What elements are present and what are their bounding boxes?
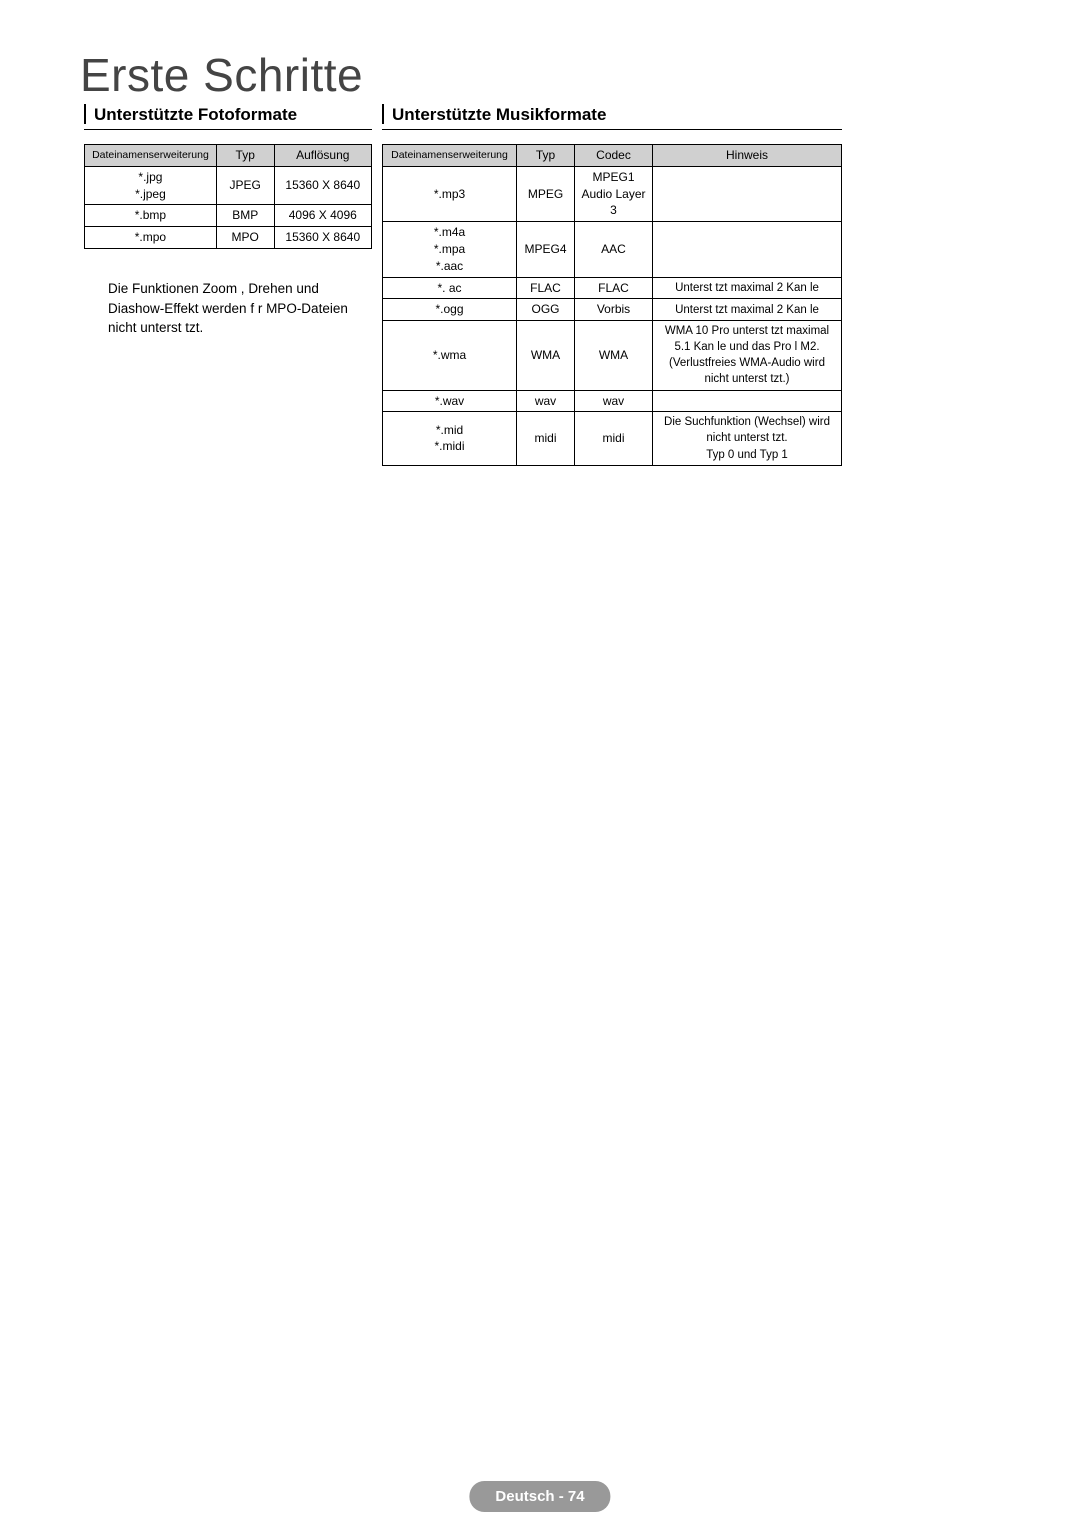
cell-note: WMA 10 Pro unterst tzt maximal 5.1 Kan l… bbox=[653, 321, 842, 390]
footer-badge: Deutsch - 74 bbox=[469, 1481, 610, 1512]
footer-lang: Deutsch bbox=[495, 1488, 554, 1505]
cell-codec: FLAC bbox=[575, 277, 653, 299]
title-bar-icon bbox=[84, 104, 86, 124]
photo-subtitle: Unterstützte Fotoformate bbox=[84, 105, 372, 130]
footer-page: 74 bbox=[568, 1488, 585, 1505]
cell-note: Die Suchfunktion (Wechsel) wird nicht un… bbox=[653, 412, 842, 465]
cell-res: 4096 X 4096 bbox=[274, 205, 371, 227]
cell-codec: AAC bbox=[575, 222, 653, 277]
photo-section: Unterstützte Fotoformate Dateinamenserwe… bbox=[84, 105, 372, 338]
table-row: *.bmp BMP 4096 X 4096 bbox=[85, 205, 372, 227]
music-subtitle-text: Unterstützte Musikformate bbox=[392, 105, 606, 124]
page-title: Erste Schritte bbox=[80, 48, 363, 102]
cell-type: MPEG bbox=[517, 166, 575, 221]
cell-type: midi bbox=[517, 412, 575, 465]
cell-note bbox=[653, 390, 842, 412]
table-row: *.mid *.midi midi midi Die Suchfunktion … bbox=[383, 412, 842, 465]
music-header-codec: Codec bbox=[575, 145, 653, 167]
cell-note: Unterst tzt maximal 2 Kan le bbox=[653, 277, 842, 299]
music-subtitle: Unterstützte Musikformate bbox=[382, 105, 842, 130]
music-section: Unterstützte Musikformate Dateinamenserw… bbox=[382, 105, 842, 466]
table-row: *.mpo MPO 15360 X 8640 bbox=[85, 227, 372, 249]
photo-table: Dateinamenserweiterung Typ Auflösung *.j… bbox=[84, 144, 372, 249]
title-bar-icon bbox=[382, 104, 384, 124]
cell-ext: *.mid *.midi bbox=[383, 412, 517, 465]
cell-res: 15360 X 8640 bbox=[274, 227, 371, 249]
cell-ext: *.ogg bbox=[383, 299, 517, 321]
table-row: *.m4a *.mpa *.aac MPEG4 AAC bbox=[383, 222, 842, 277]
table-row: *. ac FLAC FLAC Unterst tzt maximal 2 Ka… bbox=[383, 277, 842, 299]
cell-type: FLAC bbox=[517, 277, 575, 299]
cell-codec: wav bbox=[575, 390, 653, 412]
table-row: *.mp3 MPEG MPEG1 Audio Layer 3 bbox=[383, 166, 842, 221]
table-row: *.wma WMA WMA WMA 10 Pro unterst tzt max… bbox=[383, 321, 842, 390]
cell-type: JPEG bbox=[216, 166, 274, 205]
cell-res: 15360 X 8640 bbox=[274, 166, 371, 205]
music-table: Dateinamenserweiterung Typ Codec Hinweis… bbox=[382, 144, 842, 466]
cell-type: MPEG4 bbox=[517, 222, 575, 277]
cell-ext: *.mpo bbox=[85, 227, 217, 249]
table-row: *.ogg OGG Vorbis Unterst tzt maximal 2 K… bbox=[383, 299, 842, 321]
table-row: *.jpg *.jpeg JPEG 15360 X 8640 bbox=[85, 166, 372, 205]
music-header-type: Typ bbox=[517, 145, 575, 167]
cell-codec: WMA bbox=[575, 321, 653, 390]
cell-type: wav bbox=[517, 390, 575, 412]
cell-codec: midi bbox=[575, 412, 653, 465]
music-header-note: Hinweis bbox=[653, 145, 842, 167]
table-row: *.wav wav wav bbox=[383, 390, 842, 412]
cell-ext: *.mp3 bbox=[383, 166, 517, 221]
cell-ext: *.bmp bbox=[85, 205, 217, 227]
photo-header-ext: Dateinamenserweiterung bbox=[85, 145, 217, 167]
music-header-ext: Dateinamenserweiterung bbox=[383, 145, 517, 167]
cell-ext: *. ac bbox=[383, 277, 517, 299]
cell-codec: MPEG1 Audio Layer 3 bbox=[575, 166, 653, 221]
cell-ext: *.wma bbox=[383, 321, 517, 390]
cell-ext: *.wav bbox=[383, 390, 517, 412]
cell-ext: *.m4a *.mpa *.aac bbox=[383, 222, 517, 277]
cell-type: OGG bbox=[517, 299, 575, 321]
cell-type: BMP bbox=[216, 205, 274, 227]
cell-ext: *.jpg *.jpeg bbox=[85, 166, 217, 205]
photo-header-type: Typ bbox=[216, 145, 274, 167]
cell-type: WMA bbox=[517, 321, 575, 390]
photo-subtitle-text: Unterstützte Fotoformate bbox=[94, 105, 297, 124]
cell-note bbox=[653, 222, 842, 277]
cell-note: Unterst tzt maximal 2 Kan le bbox=[653, 299, 842, 321]
photo-note: Die Funktionen Zoom , Drehen und Diashow… bbox=[84, 279, 372, 338]
photo-header-res: Auflösung bbox=[274, 145, 371, 167]
cell-codec: Vorbis bbox=[575, 299, 653, 321]
cell-type: MPO bbox=[216, 227, 274, 249]
cell-note bbox=[653, 166, 842, 221]
